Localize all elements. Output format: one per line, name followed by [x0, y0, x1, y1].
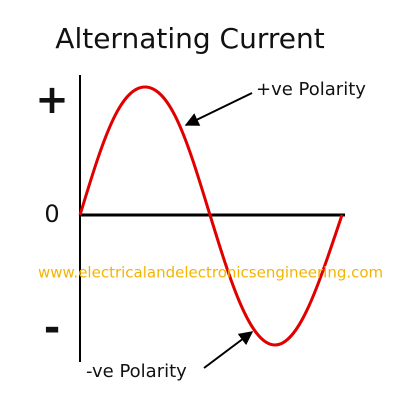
- watermark: www.electricalandelectronicsengineering.…: [38, 264, 383, 282]
- sine-wave: [78, 85, 344, 347]
- title: Alternating Current: [55, 22, 324, 55]
- plus-label: +: [35, 77, 69, 123]
- negative-annotation: -ve Polarity: [86, 361, 187, 382]
- positive-annotation: +ve Polarity: [256, 79, 366, 100]
- positive-arrow: [184, 92, 253, 126]
- minus-label: -: [44, 305, 61, 351]
- zero-label: 0: [44, 200, 59, 228]
- negative-arrow: [203, 331, 254, 369]
